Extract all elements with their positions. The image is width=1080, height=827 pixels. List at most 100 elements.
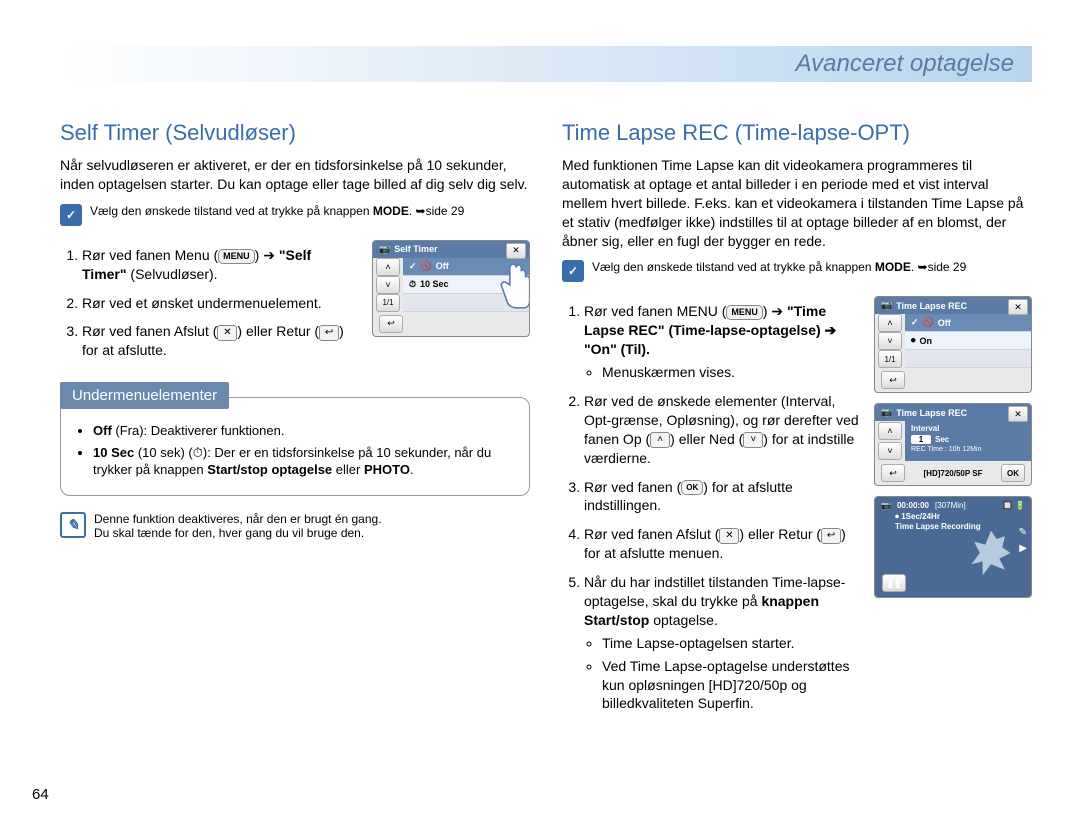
right-steps: Rør ved fanen MENU (MENU) ➔ "Time Lapse … xyxy=(562,296,860,723)
t: Rør ved fanen Afslut ( xyxy=(584,526,719,542)
mode-label: MODE xyxy=(373,204,409,218)
t: 1Sec/24Hr xyxy=(901,512,940,521)
min-text: [307Min] xyxy=(935,501,966,510)
camera-icon: 📷 xyxy=(881,407,892,418)
t: Off xyxy=(938,318,951,328)
right-step-3: Rør ved fanen (OK) for at afslutte indst… xyxy=(584,478,860,516)
page-number: 64 xyxy=(32,786,49,803)
submenu-header: Undermenuelementer xyxy=(60,382,229,409)
right-mode-note: ✓ Vælg den ønskede tilstand ved at trykk… xyxy=(562,260,1032,282)
t: 10 Sec xyxy=(93,445,134,460)
battery-icon: 🔲 🔋 xyxy=(1003,501,1025,510)
mode-note-text: Vælg den ønskede tilstand ved at trykke … xyxy=(592,260,966,274)
submenu-box: Off (Fra): Deaktiverer funktionen. 10 Se… xyxy=(60,397,530,496)
right-column: Time Lapse REC (Time-lapse-OPT) Med funk… xyxy=(562,92,1032,723)
t: ) eller Retur ( xyxy=(237,323,319,339)
return-icon: ↩ xyxy=(881,371,905,389)
header-bar: Avanceret optagelse xyxy=(60,46,1032,82)
close-icon: ✕ xyxy=(719,528,739,544)
note-icon: ✎ xyxy=(60,512,86,538)
bullet: Time Lapse-optagelsen starter. xyxy=(602,634,860,653)
ss-opt-off: ✓🚫Off xyxy=(403,258,529,276)
t: Rør ved fanen Menu ( xyxy=(82,247,218,263)
ss-opt-10sec: ⏱10 Sec xyxy=(403,276,529,294)
t: . xyxy=(410,462,414,477)
left-step-2: Rør ved et ønsket undermenuelement. xyxy=(82,294,358,313)
rec-icon: ⏺ xyxy=(895,512,899,521)
t: 10 Sec xyxy=(420,279,449,289)
t: (10 sek) ( xyxy=(134,445,193,460)
ok-button-icon: OK xyxy=(681,480,703,495)
t: Off xyxy=(436,261,449,271)
left-title: Self Timer (Selvudløser) xyxy=(60,120,530,146)
note-text: Denne funktion deaktiveres, når den er b… xyxy=(94,512,382,540)
interval-val: 1 xyxy=(911,435,931,444)
bullet: Menuskærmen vises. xyxy=(602,363,860,382)
ss-page: 1/1 xyxy=(878,350,902,368)
t: On xyxy=(920,336,933,346)
opt-on: ⏺On xyxy=(905,332,1031,350)
pause-icon: ❚❚ xyxy=(882,574,906,592)
left-step-1: Rør ved fanen Menu (MENU) ➔ "Self Timer"… xyxy=(82,246,358,284)
t: . ➥side 29 xyxy=(911,260,966,274)
right-icon: ▶ xyxy=(1019,543,1027,554)
timelapse-ss2: 📷 Time Lapse REC ✕ ˄ ˅ Interval 1 Sec xyxy=(874,403,1032,486)
ss-close-icon: ✕ xyxy=(1008,406,1028,422)
play-screen: 📷 00:00:00 [307Min] 🔲 🔋 ⏺ 1Sec/24Hr Time… xyxy=(875,497,1031,597)
t: Rør ved fanen MENU ( xyxy=(584,303,726,319)
right-step-4: Rør ved fanen Afslut (✕) eller Retur (↩)… xyxy=(584,525,860,563)
time-text: 00:00:00 xyxy=(897,501,929,510)
ss-blank xyxy=(403,294,529,312)
res-text: [HD]720/50P SF xyxy=(924,469,983,478)
mode-pre: Vælg den ønskede tilstand ved at trykke … xyxy=(90,204,373,218)
mode-post: . ➥side 29 xyxy=(409,204,464,218)
edit-icon: ✎ xyxy=(1019,527,1027,538)
silhouette-icon xyxy=(963,525,1019,581)
left-steps: Rør ved fanen Menu (MENU) ➔ "Self Timer"… xyxy=(60,240,358,370)
rec-time: REC Time : 10h 12Min xyxy=(911,446,1025,453)
right-step-2: Rør ved de ønskede elementer (Interval, … xyxy=(584,392,860,468)
right-steps-row: Rør ved fanen MENU (MENU) ➔ "Time Lapse … xyxy=(562,296,1032,723)
interval-unit: Sec xyxy=(935,435,949,444)
t: Time Lapse REC xyxy=(896,408,967,418)
timelapse-ss3: 📷 00:00:00 [307Min] 🔲 🔋 ⏺ 1Sec/24Hr Time… xyxy=(874,496,1032,598)
t: Off xyxy=(93,423,112,438)
header-title: Avanceret optagelse xyxy=(796,50,1014,78)
camera-icon: 📷 xyxy=(881,501,891,510)
menu-button-icon: MENU xyxy=(218,249,255,264)
return-icon: ↩ xyxy=(319,325,339,341)
page-content: Self Timer (Selvudløser) Når selvudløser… xyxy=(60,92,1032,723)
return-icon: ↩ xyxy=(821,528,841,544)
t: Vælg den ønskede tilstand ved at trykke … xyxy=(592,260,875,274)
camera-icon: 📷 xyxy=(881,300,892,311)
down-icon: ˅ xyxy=(878,442,902,460)
right-intro: Med funktionen Time Lapse kan dit videok… xyxy=(562,156,1032,250)
sub-10sec: 10 Sec (10 sek) (⏱): Der er en tidsforsi… xyxy=(93,444,515,479)
t: Rør ved fanen Afslut ( xyxy=(82,323,217,339)
blank xyxy=(905,350,1031,368)
ok-button: OK xyxy=(1001,464,1025,482)
self-timer-screenshot: 📷 Self Timer ✕ ˄ ✓🚫Off ˅ ⏱10 Sec 1/1 xyxy=(372,240,530,337)
t: Time Lapse REC xyxy=(896,301,967,311)
up-icon: ˄ xyxy=(376,258,400,276)
left-mode-note: ✓ Vælg den ønskede tilstand ved at trykk… xyxy=(60,204,530,226)
mode-note-text: Vælg den ønskede tilstand ved at trykke … xyxy=(90,204,464,218)
timelapse-ss1: 📷Time Lapse REC ✕ ˄✓🚫Off ˅⏺On 1/1 ↩ xyxy=(874,296,1032,393)
right-title: Time Lapse REC (Time-lapse-OPT) xyxy=(562,120,1032,146)
opt-off: ✓🚫Off xyxy=(905,314,1031,332)
interval-label: Interval xyxy=(911,424,1025,433)
note-line-1: Denne funktion deaktiveres, når den er b… xyxy=(94,512,382,526)
t: Rør ved fanen ( xyxy=(584,479,681,495)
up-icon: ˄ xyxy=(878,314,902,332)
up-icon: ˄ xyxy=(650,432,670,448)
down-icon: ˅ xyxy=(743,432,763,448)
up-icon: ˄ xyxy=(878,422,902,440)
ss-title-text: Self Timer xyxy=(394,244,437,254)
left-step-3: Rør ved fanen Afslut (✕) eller Retur (↩)… xyxy=(82,322,358,360)
return-icon: ↩ xyxy=(881,464,905,482)
t: MODE xyxy=(875,260,911,274)
ss-close-icon: ✕ xyxy=(1008,299,1028,315)
check-icon: ✓ xyxy=(562,260,584,282)
check-icon: ✓ xyxy=(60,204,82,226)
left-steps-row: Rør ved fanen Menu (MENU) ➔ "Self Timer"… xyxy=(60,240,530,370)
